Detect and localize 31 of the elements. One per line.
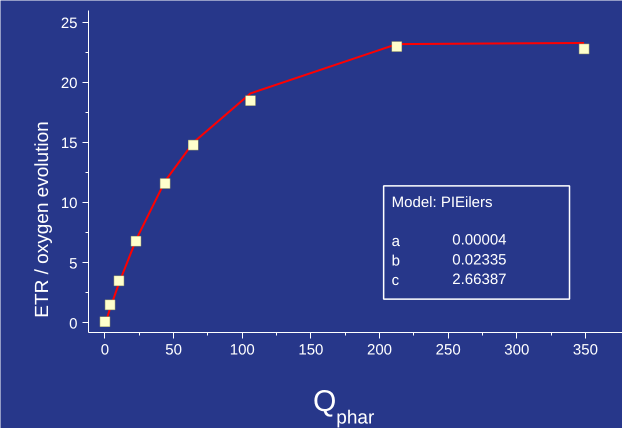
y-tick-label: 5 <box>69 255 78 272</box>
y-tick-label: 15 <box>60 135 78 152</box>
point <box>245 95 256 106</box>
x-tick-label: 350 <box>572 342 598 358</box>
x-tick-label: 100 <box>230 342 255 358</box>
annotation: Model: PIEilers <box>392 194 493 211</box>
y-tick-label: 10 <box>60 195 78 212</box>
point <box>130 236 142 246</box>
x-tick-label: 150 <box>298 342 324 358</box>
point <box>578 44 590 54</box>
point <box>114 276 124 286</box>
x-tick-label: 50 <box>165 342 182 358</box>
annotation: 0.00004 <box>452 232 507 249</box>
x-tick-label: 250 <box>436 342 461 358</box>
point <box>104 300 116 310</box>
point <box>392 41 402 52</box>
annotation: 2.66387 <box>452 271 507 288</box>
point <box>188 140 198 150</box>
y-tick-label: 20 <box>60 75 78 92</box>
x-tick-label: 300 <box>504 342 530 358</box>
annotation: c <box>392 272 400 290</box>
annotation: b <box>392 252 400 270</box>
x-tick-label: 200 <box>367 342 392 358</box>
y-tick-label: 0 <box>69 315 78 332</box>
annotation: a <box>392 233 401 250</box>
y-axis-title: ETR / oxygen evolution <box>32 121 53 318</box>
point <box>100 316 110 327</box>
y-tick-label: 25 <box>60 15 78 32</box>
annotation: 0.02335 <box>452 251 507 268</box>
point <box>160 178 170 189</box>
x-tick-label: 0 <box>100 342 110 358</box>
